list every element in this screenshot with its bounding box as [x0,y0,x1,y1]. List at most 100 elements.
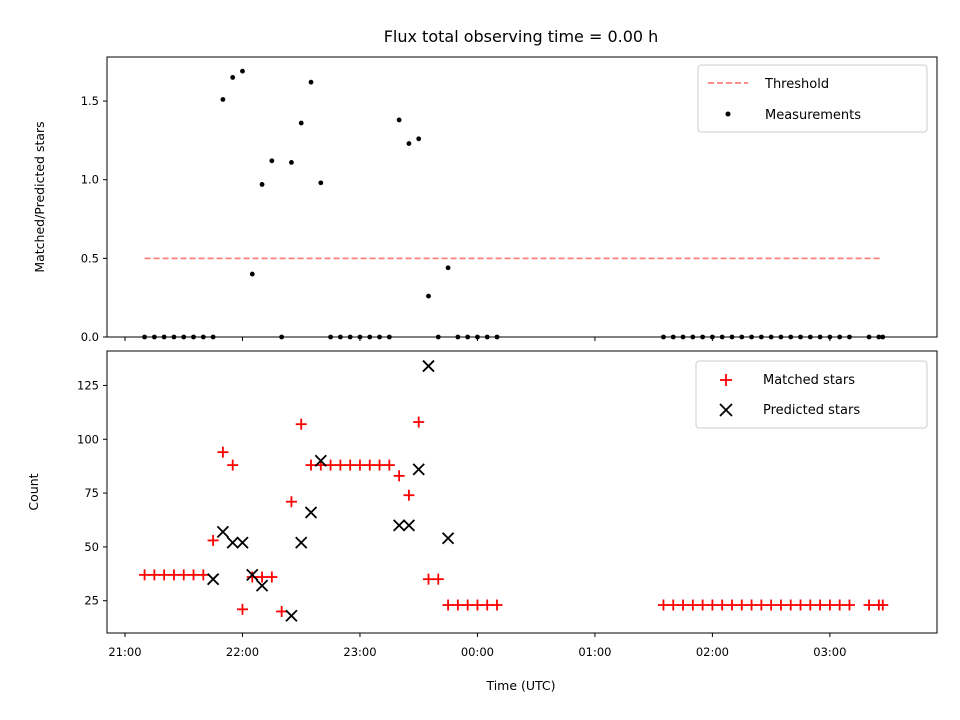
measurement-point [318,180,324,186]
legend-measurements-label: Measurements [765,108,861,123]
matched-star-point [168,569,180,581]
matched-star-point [364,459,376,471]
measurement-point [876,334,882,340]
matched-star-point [726,599,738,611]
bottom-xlabel: Time (UTC) [485,678,555,693]
matched-star-point [667,599,679,611]
predicted-star-point [304,506,318,519]
bottom-ylabel: Count [26,473,41,510]
matched-star-point [227,459,239,471]
matched-star-point [256,571,268,583]
matched-star-point [462,599,474,611]
x-tick-label: 00:00 [461,645,494,659]
bottom-legend-box [695,360,928,429]
measurement-point [220,97,226,102]
measurement-point [181,334,187,340]
x-tick-label: 21:00 [108,645,141,659]
legend-matched-label: Matched stars [763,373,855,388]
matched-star-point [657,599,669,611]
matched-star-point [305,459,317,471]
matched-star-point [687,599,699,611]
bottom-y-tick-label: 50 [84,540,99,554]
measurement-point [837,334,843,340]
matched-star-point [785,599,797,611]
measurement-point [866,334,872,340]
matched-star-point [344,459,356,471]
matched-star-point [374,459,386,471]
predicted-star-point [422,359,435,373]
measurement-point [416,136,422,142]
legend-threshold-label: Threshold [764,77,829,92]
measurement-point [700,334,706,340]
x-tick-label: 22:00 [226,645,259,659]
measurement-point [494,334,500,340]
matched-star-point [207,534,219,546]
measurement-point [328,334,333,340]
measurement-point [484,334,490,340]
measurement-point [279,334,285,340]
measurement-point [690,334,696,340]
x-tick-label: 01:00 [578,645,611,659]
matched-star-point [697,599,709,611]
top-y-tick-label: 0.5 [81,251,99,265]
matched-star-point [383,459,395,471]
measurement-point [778,334,784,340]
measurement-point [455,334,461,340]
top-panel: Matched/Predicted stars [32,56,938,338]
matched-star-point [276,605,288,617]
legend-predicted-label: Predicted stars [763,403,860,418]
measurement-point [661,334,666,340]
matched-star-point [422,573,434,585]
measurement-point [670,334,676,340]
matched-star-point [354,459,366,471]
predicted-star-point [392,519,406,532]
measurement-point [880,334,886,340]
measurement-point [377,334,382,340]
measurement-point [445,265,451,271]
measurement-point [807,334,813,340]
matched-star-point [452,599,464,611]
measurement-point [426,293,431,299]
matched-star-point [246,571,258,583]
matched-star-point [877,599,889,611]
predicted-star-point [412,463,425,476]
measurement-point [680,334,686,340]
predicted-star-point [441,532,455,545]
measurement-point [749,334,754,340]
measurement-point [259,182,265,187]
measurement-point [210,334,216,340]
measurement-point [719,334,725,340]
measurement-point [817,334,823,340]
matched-star-point [188,569,200,581]
bottom-y-tick-label: 25 [84,594,99,608]
predicted-star-point [206,573,220,586]
matched-star-point [677,599,689,611]
predicted-star-point [295,536,308,549]
measurement-point [249,271,255,277]
measurement-point [151,334,157,340]
predicted-star-point [236,536,249,549]
matched-star-point [716,599,728,611]
matched-star-point [824,599,836,611]
top-legend: Threshold Measurements [697,64,928,133]
predicted-star-point [255,579,269,592]
predicted-star-point [402,519,416,532]
matched-star-point [285,496,297,508]
matched-star-point [736,599,748,611]
top-ylabel: Matched/Predicted stars [32,121,47,272]
measurement-point [161,334,167,340]
measurement-point [240,68,245,74]
measurement-point [710,334,715,340]
matched-star-point [413,416,425,428]
matched-star-point [178,569,190,581]
measurement-point [768,334,774,340]
predicted-star-point [226,536,239,549]
measurement-point [386,334,392,340]
measurement-point [367,334,373,340]
measurement-point [142,334,147,340]
measurement-point [435,334,441,340]
measurement-point [465,334,471,340]
measurement-point [475,334,480,340]
matched-star-point [148,569,160,581]
